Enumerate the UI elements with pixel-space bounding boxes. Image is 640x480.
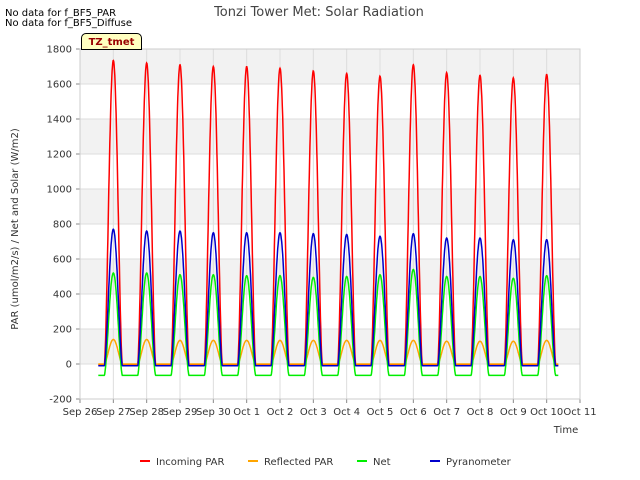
y-tick-label: 800 (53, 220, 72, 231)
x-axis-label: Time (553, 425, 578, 436)
grid-band (80, 119, 580, 154)
y-tick-label: 1000 (47, 185, 72, 196)
x-tick-label: Oct 4 (333, 407, 360, 418)
x-tick-label: Oct 1 (233, 407, 260, 418)
x-tick-label: Oct 8 (467, 407, 494, 418)
x-tick-label: Oct 11 (563, 407, 596, 418)
series-line-reflected-par (98, 338, 559, 365)
y-tick-label: 1200 (47, 150, 72, 161)
grid-band (80, 49, 580, 84)
x-tick-label: Sep 26 (63, 407, 98, 418)
plot-frame (79, 48, 581, 400)
y-axis-ticks: -200 0 200 400 600 800 1000 1200 1400 1600 1800 (47, 45, 80, 406)
series-line-net (98, 268, 559, 377)
x-tick-label: Oct 2 (267, 407, 294, 418)
chart-title: Tonzi Tower Met: Solar Radiation (213, 5, 424, 20)
legend-label: Reflected PAR (264, 457, 333, 468)
x-tick-label: Oct 5 (367, 407, 394, 418)
series-lines (98, 59, 559, 377)
y-tick-label: 0 (66, 360, 72, 371)
y-tick-label: 1800 (47, 45, 72, 56)
x-tick-label: Sep 29 (163, 407, 198, 418)
legend-label: Incoming PAR (156, 457, 225, 468)
legend: Incoming PAR Reflected PAR Net Pyranometer (140, 457, 512, 468)
x-tick-label: Oct 6 (400, 407, 427, 418)
site-label-badge: TZ_tmet (81, 33, 142, 50)
x-tick-label: Oct 3 (300, 407, 327, 418)
legend-label: Pyranometer (446, 457, 512, 468)
no-data-note-diffuse: No data for f_BF5_Diffuse (5, 18, 132, 29)
x-tick-label: Sep 28 (129, 407, 164, 418)
x-tick-label: Sep 27 (96, 407, 131, 418)
legend-label: Net (373, 457, 391, 468)
grid-band (80, 189, 580, 224)
x-tick-label: Oct 7 (433, 407, 460, 418)
series-line-pyranometer (98, 228, 559, 367)
x-tick-label: Sep 30 (196, 407, 231, 418)
y-tick-label: 1600 (47, 80, 72, 91)
x-tick-label: Oct 10 (530, 407, 563, 418)
no-data-note-par: No data for f_BF5_PAR (5, 8, 117, 19)
y-axis-label: PAR (umol/m2/s) / Net and Solar (W/m2) (10, 128, 21, 330)
series-line-incoming-par (98, 59, 559, 366)
y-tick-label: 200 (53, 325, 72, 336)
y-tick-label: 400 (53, 290, 72, 301)
x-tick-label: Oct 9 (500, 407, 527, 418)
grid-band (80, 259, 580, 294)
y-tick-label: 600 (53, 255, 72, 266)
grid-band (80, 329, 580, 364)
y-tick-label: 1400 (47, 115, 72, 126)
y-tick-label: -200 (49, 395, 72, 406)
